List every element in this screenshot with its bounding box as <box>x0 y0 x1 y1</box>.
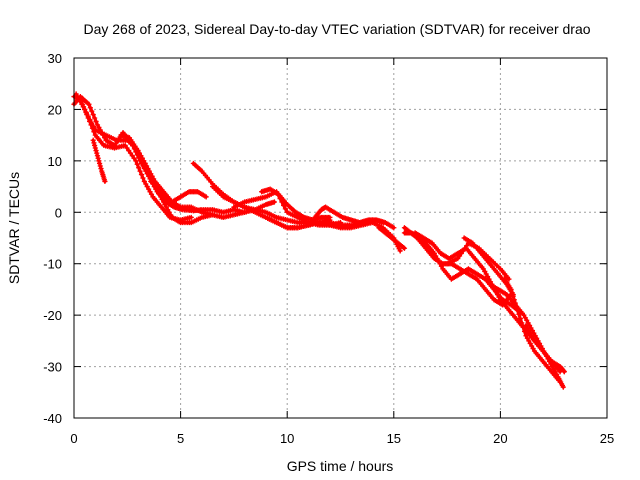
y-tick-label: -10 <box>43 257 62 272</box>
data-series-arc-10 <box>259 186 333 223</box>
y-tick-label: -20 <box>43 308 62 323</box>
x-tick-label: 20 <box>493 431 507 446</box>
data-series-line <box>313 205 396 230</box>
y-tick-label: 0 <box>55 205 62 220</box>
data-points <box>71 91 567 390</box>
x-tick-label: 10 <box>280 431 294 446</box>
y-tick-label: 30 <box>48 51 62 66</box>
data-series-line <box>402 226 513 307</box>
data-series-line <box>524 323 566 374</box>
data-series-line <box>260 187 332 222</box>
x-axis-label: GPS time / hours <box>287 458 394 474</box>
data-series-line <box>503 277 562 384</box>
data-series-line <box>149 179 208 204</box>
y-tick-labels: 30 20 10 0 -10 -20 -30 -40 <box>43 51 62 426</box>
chart-title: Day 268 of 2023, Sidereal Day-to-day VTE… <box>83 21 590 37</box>
grid-lines <box>73 57 608 419</box>
y-tick-label: 20 <box>48 102 62 117</box>
x-tick-label: 0 <box>70 431 77 446</box>
x-tick-label: 25 <box>600 431 614 446</box>
x-tick-label: 5 <box>177 431 184 446</box>
x-tick-labels: 0 5 10 15 20 25 <box>70 431 614 446</box>
data-series-arc-12 <box>312 204 397 231</box>
y-tick-label: 10 <box>48 154 62 169</box>
data-series-arc-6 <box>148 178 209 205</box>
plot-frame <box>73 57 608 419</box>
data-series-line <box>91 138 107 184</box>
y-tick-label: -40 <box>43 411 62 426</box>
data-series-arc-13 <box>376 225 408 251</box>
data-series-arc-5 <box>90 137 108 185</box>
x-tick-label: 15 <box>387 431 401 446</box>
y-axis-label: SDTVAR / TECUs <box>6 172 22 284</box>
data-series-line <box>377 226 407 250</box>
y-tick-label: -30 <box>43 360 62 375</box>
data-series-line <box>488 282 565 389</box>
data-series-arc-21 <box>523 322 567 375</box>
data-series-arc-20 <box>502 276 563 385</box>
